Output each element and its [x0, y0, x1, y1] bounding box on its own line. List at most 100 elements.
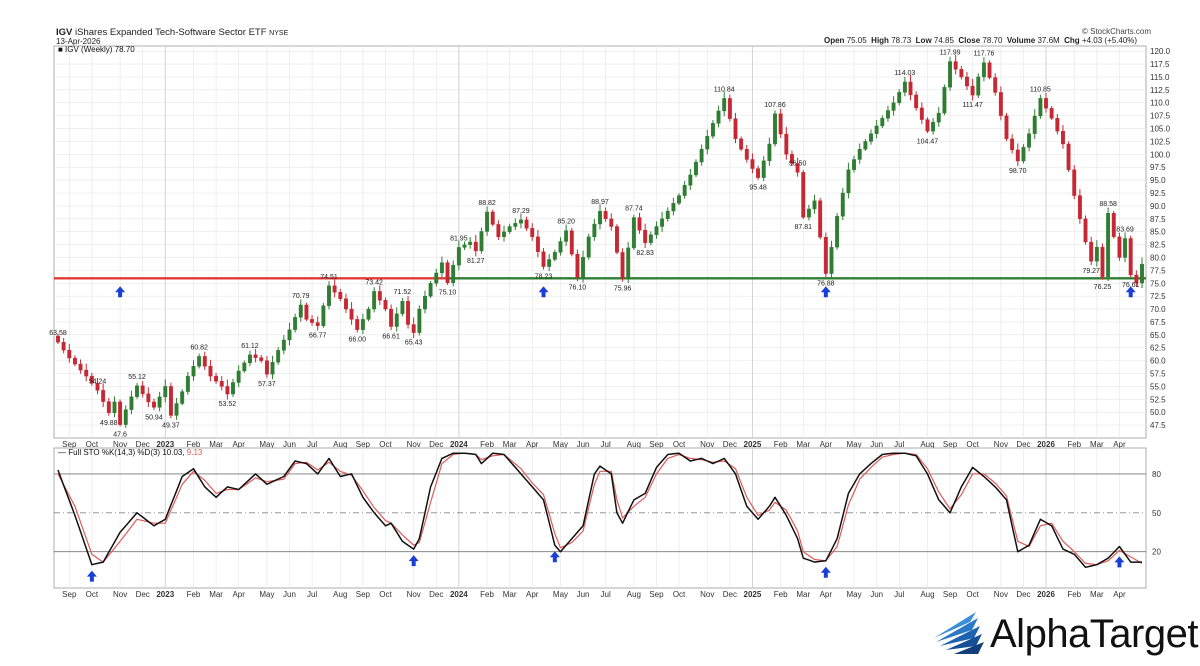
- price-x-tick-label: Jul: [601, 440, 611, 449]
- candle-body: [1004, 115, 1009, 140]
- sto-x-tick-label: Oct: [673, 590, 686, 599]
- candle-body: [936, 112, 941, 123]
- price-annotation: 75.10: [439, 290, 457, 297]
- price-x-tick-label: Mar: [796, 440, 810, 449]
- candle-body: [948, 61, 952, 88]
- candle-body: [1055, 118, 1060, 132]
- price-annotation: 95.48: [749, 185, 767, 192]
- price-y-tick-label: 107.5: [1150, 112, 1171, 121]
- candle-body: [773, 113, 777, 145]
- source-credit: © StockCharts.com: [1082, 27, 1152, 36]
- price-x-tick-label: Sep: [356, 440, 371, 449]
- candle-body: [575, 253, 580, 278]
- price-annotation: 73.42: [365, 279, 383, 286]
- candle-body: [507, 226, 512, 232]
- candle-body: [710, 123, 715, 137]
- sto-x-tick-label: Dec: [136, 590, 150, 599]
- candle-body: [287, 329, 292, 341]
- candle-body: [733, 118, 738, 140]
- candle-body: [547, 259, 552, 267]
- candle-body: [423, 295, 427, 310]
- candle-body: [496, 224, 501, 238]
- sto-x-tick-label: 2023: [156, 590, 174, 599]
- candle-body: [67, 349, 72, 359]
- price-x-tick-label: Aug: [627, 440, 641, 449]
- price-annotation: 53.52: [219, 401, 237, 408]
- candle-body: [298, 304, 303, 318]
- sto-x-tick-label: Sep: [649, 590, 664, 599]
- candle-body: [259, 357, 264, 361]
- candle-body: [626, 247, 631, 279]
- candle-body: [174, 403, 179, 416]
- candle-body: [383, 300, 388, 310]
- price-x-tick-label: 2024: [450, 440, 468, 449]
- candle-body: [118, 401, 123, 425]
- price-y-tick-label: 90.0: [1150, 202, 1166, 211]
- candle-body: [1010, 138, 1015, 151]
- candle-body: [931, 121, 936, 132]
- candle-body: [389, 308, 394, 327]
- candle-body: [795, 163, 800, 173]
- price-annotation: 87.74: [625, 206, 643, 213]
- candle-body: [321, 305, 326, 326]
- chart-date: 13-Apr-2026: [56, 37, 101, 46]
- candle-body: [168, 386, 173, 416]
- price-x-tick-label: Feb: [187, 440, 201, 449]
- candle-body: [310, 319, 315, 323]
- candle-body: [1100, 246, 1105, 278]
- price-x-tick-label: Nov: [700, 440, 714, 449]
- candle-body: [152, 401, 156, 408]
- price-y-tick-label: 80.0: [1150, 253, 1166, 262]
- price-x-tick-label: Mar: [209, 440, 223, 449]
- candle-body: [214, 375, 219, 382]
- sto-x-tick-label: Aug: [920, 590, 934, 599]
- candle-body: [1134, 274, 1139, 284]
- price-x-tick-label: 2025: [744, 440, 762, 449]
- candle-body: [654, 226, 659, 235]
- price-y-tick-label: 102.5: [1150, 137, 1171, 146]
- price-annotation: 50.94: [145, 414, 163, 421]
- candle-body: [231, 382, 235, 395]
- candle-body: [270, 362, 275, 375]
- low-label: Low: [915, 36, 932, 45]
- candle-body: [987, 62, 992, 78]
- price-frame: [53, 45, 1147, 439]
- candle-body: [135, 385, 139, 397]
- sto-x-tick-label: Jun: [283, 590, 296, 599]
- sto-x-tick-label: Jul: [307, 590, 317, 599]
- price-up-arrow: [538, 286, 549, 298]
- candle-body: [236, 370, 241, 383]
- price-y-tick-label: 120.0: [1150, 47, 1171, 56]
- price-y-tick-label: 57.5: [1150, 370, 1166, 379]
- candle-body: [806, 208, 811, 218]
- price-x-tick-label: Sep: [62, 440, 77, 449]
- price-x-tick-label: Mar: [503, 440, 517, 449]
- candle-body: [248, 354, 252, 364]
- price-annotation: 76.10: [569, 285, 587, 292]
- price-annotation: 104.47: [917, 138, 939, 145]
- sto-x-tick-label: Jul: [601, 590, 611, 599]
- price-legend: ■ IGV (Weekly) 78.70: [58, 45, 135, 54]
- candle-body: [1117, 236, 1122, 258]
- candle-body: [530, 228, 535, 238]
- candle-body: [428, 283, 433, 297]
- price-x-tick-label: May: [553, 440, 568, 449]
- candle-body: [790, 154, 794, 164]
- candle-body: [479, 231, 484, 252]
- price-y-tick-label: 75.0: [1150, 279, 1166, 288]
- sto-x-tick-label: Apr: [1113, 590, 1126, 599]
- candle-body: [264, 360, 269, 375]
- candle-body: [665, 210, 670, 219]
- price-y-tick-label: 92.5: [1150, 189, 1166, 198]
- candle-body: [406, 301, 410, 325]
- sto-x-tick-label: 2026: [1037, 590, 1055, 599]
- price-x-tick-label: May: [847, 440, 862, 449]
- sto-k-line: [57, 452, 1142, 569]
- price-x-tick-label: Aug: [920, 440, 934, 449]
- candle-body: [84, 369, 89, 377]
- alphatarget-logo: [934, 612, 984, 654]
- candle-body: [823, 236, 828, 274]
- price-annotation: 96.50: [789, 160, 807, 167]
- price-y-tick-label: 87.5: [1150, 215, 1166, 224]
- candle-body: [767, 143, 772, 162]
